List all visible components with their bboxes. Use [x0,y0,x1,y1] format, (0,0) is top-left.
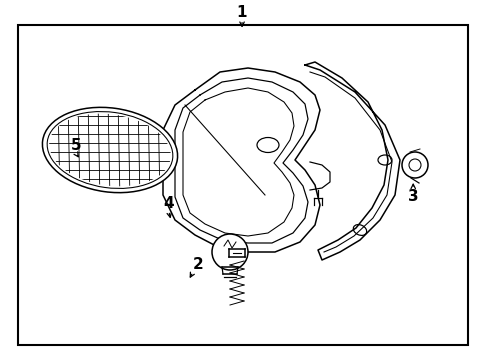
Bar [18,25,467,345]
Circle shape [212,234,247,270]
Text: 5: 5 [70,138,81,153]
Text: 3: 3 [407,189,418,204]
Text: 4: 4 [163,196,174,211]
Text: 2: 2 [192,257,203,272]
Ellipse shape [42,107,177,193]
Text: 1: 1 [236,5,247,20]
